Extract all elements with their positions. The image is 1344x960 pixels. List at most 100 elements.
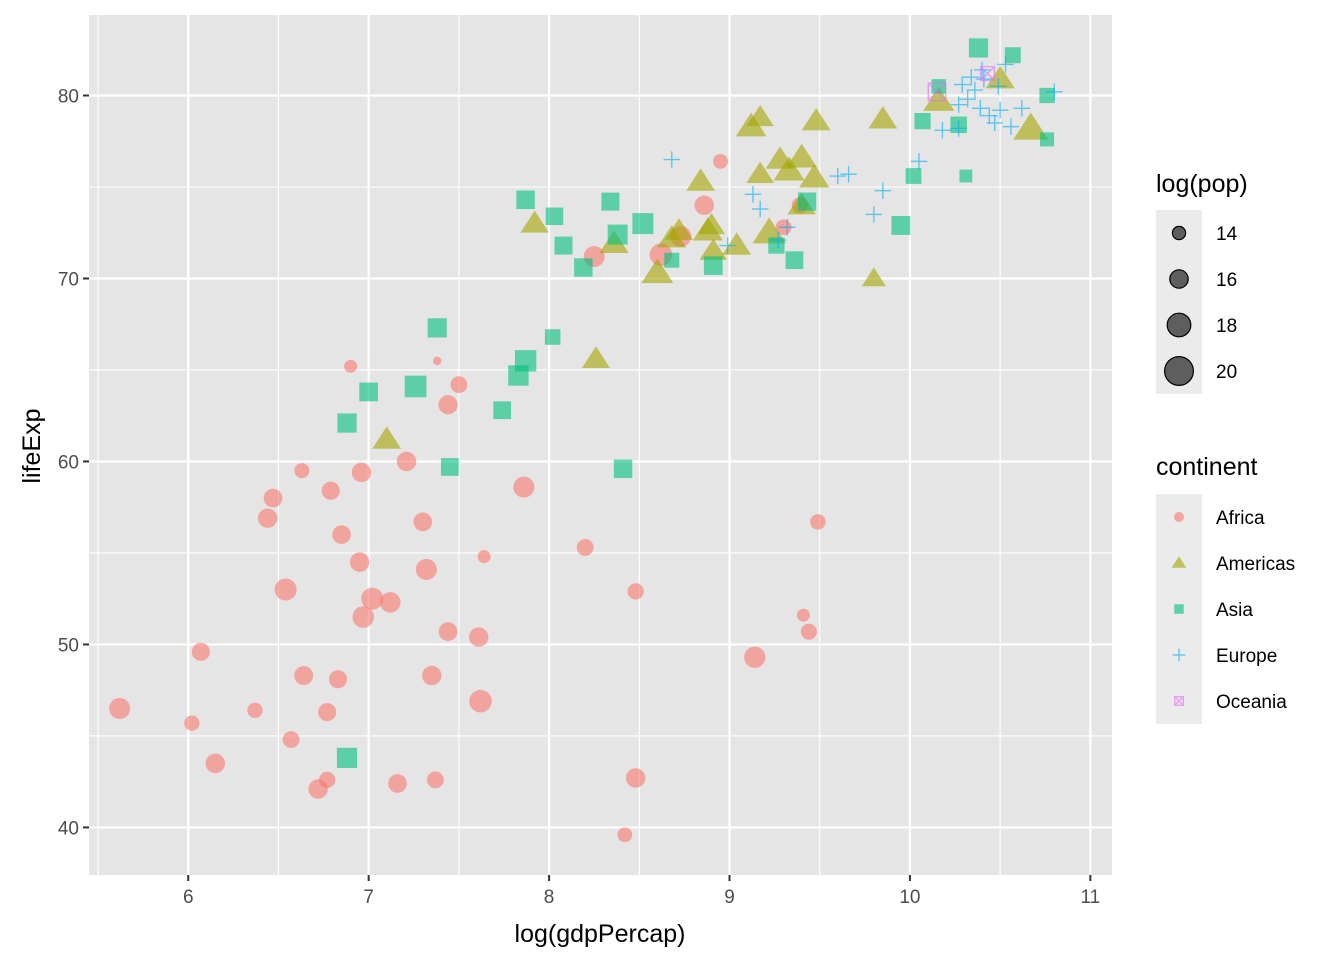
point-africa xyxy=(450,376,468,394)
point-africa xyxy=(318,703,337,722)
point-africa xyxy=(627,583,644,600)
point-americas xyxy=(746,105,774,127)
point-americas xyxy=(641,258,674,284)
point-americas xyxy=(923,86,955,111)
point-africa xyxy=(257,508,278,528)
point-africa xyxy=(617,827,633,843)
point-asia xyxy=(545,207,564,226)
point-europe xyxy=(1002,118,1020,135)
point-americas xyxy=(861,267,886,287)
axes: 6 7 8 9 10 11 40 50 60 70 80 xyxy=(58,87,1100,908)
point-asia xyxy=(404,375,427,398)
point-asia xyxy=(931,79,947,94)
legend-label-oceania: Oceania xyxy=(1216,692,1287,713)
x-tick-label: 8 xyxy=(544,887,555,908)
point-asia xyxy=(797,192,817,211)
point-americas xyxy=(1013,112,1049,140)
plot-area xyxy=(89,15,1112,875)
point-africa xyxy=(332,525,351,544)
point-americas xyxy=(664,218,694,240)
legend-size-label: 16 xyxy=(1216,270,1237,291)
legend-label-asia: Asia xyxy=(1216,600,1253,621)
point-europe xyxy=(997,56,1014,73)
point-africa xyxy=(352,606,375,628)
panel-background xyxy=(89,15,1112,875)
point-asia xyxy=(544,329,561,345)
y-tick-label: 60 xyxy=(58,452,79,473)
point-asia xyxy=(514,350,537,372)
legend-key-americas xyxy=(1171,556,1187,568)
point-asia xyxy=(1004,47,1021,64)
point-africa xyxy=(797,608,810,622)
point-africa xyxy=(800,623,817,640)
point-africa xyxy=(396,451,417,472)
point-europe xyxy=(966,81,984,99)
point-africa xyxy=(388,774,407,793)
legend-size-title: log(pop) xyxy=(1156,170,1248,198)
point-asia xyxy=(968,38,989,58)
point-americas xyxy=(722,232,752,255)
point-asia xyxy=(914,113,931,130)
point-europe xyxy=(986,114,1003,132)
point-africa xyxy=(274,578,297,601)
legend-key-oceania xyxy=(1174,696,1184,706)
point-oceania xyxy=(979,65,996,82)
point-europe xyxy=(934,122,951,139)
legend-continent-title: continent xyxy=(1156,453,1258,481)
point-africa xyxy=(744,646,766,668)
legend-size-key xyxy=(1171,225,1187,241)
legend-size-key xyxy=(1166,312,1192,338)
point-asia xyxy=(607,224,628,245)
point-africa xyxy=(349,552,370,572)
point-europe xyxy=(865,206,883,223)
point-africa xyxy=(426,771,444,789)
point-africa xyxy=(713,154,728,169)
legend-continent: continent Africa Americas Asia Europe Oceani… xyxy=(1156,453,1295,724)
legend-label-europe: Europe xyxy=(1216,646,1277,667)
point-africa xyxy=(694,195,714,216)
point-europe xyxy=(950,120,967,137)
point-asia xyxy=(703,256,723,276)
x-tick-label: 7 xyxy=(363,887,374,908)
point-africa xyxy=(422,665,442,686)
point-americas xyxy=(746,161,775,184)
point-europe xyxy=(874,182,892,199)
point-europe xyxy=(991,101,1009,119)
legend-label-americas: Americas xyxy=(1216,554,1295,575)
point-europe xyxy=(778,219,796,236)
x-axis-label: log(gdpPercap) xyxy=(515,920,686,948)
point-europe xyxy=(829,167,847,185)
point-europe xyxy=(663,151,681,168)
point-europe xyxy=(840,165,857,183)
legend-size-label: 14 xyxy=(1216,224,1238,245)
point-africa xyxy=(576,539,594,556)
point-oceania xyxy=(927,82,947,102)
point-asia xyxy=(359,382,379,402)
point-europe xyxy=(973,61,991,79)
point-asia xyxy=(891,215,911,235)
point-africa xyxy=(380,592,401,613)
point-europe xyxy=(975,70,993,88)
point-americas xyxy=(773,156,805,181)
point-africa xyxy=(263,488,283,508)
point-europe xyxy=(950,96,967,113)
point-europe xyxy=(990,78,1007,95)
point-africa xyxy=(415,558,437,580)
point-africa xyxy=(205,753,226,774)
point-europe xyxy=(769,231,787,249)
point-asia xyxy=(554,236,573,255)
y-tick-label: 50 xyxy=(58,635,79,656)
point-africa xyxy=(351,462,372,483)
point-africa xyxy=(308,779,328,799)
point-americas xyxy=(372,426,402,449)
point-asia xyxy=(1039,87,1055,104)
point-asia xyxy=(959,169,973,183)
point-europe xyxy=(719,237,736,254)
point-africa xyxy=(432,356,442,366)
point-asia xyxy=(632,213,654,235)
y-tick-label: 70 xyxy=(58,269,79,290)
point-asia xyxy=(337,413,357,433)
x-tick-label: 11 xyxy=(1080,887,1100,908)
point-africa xyxy=(184,715,200,731)
